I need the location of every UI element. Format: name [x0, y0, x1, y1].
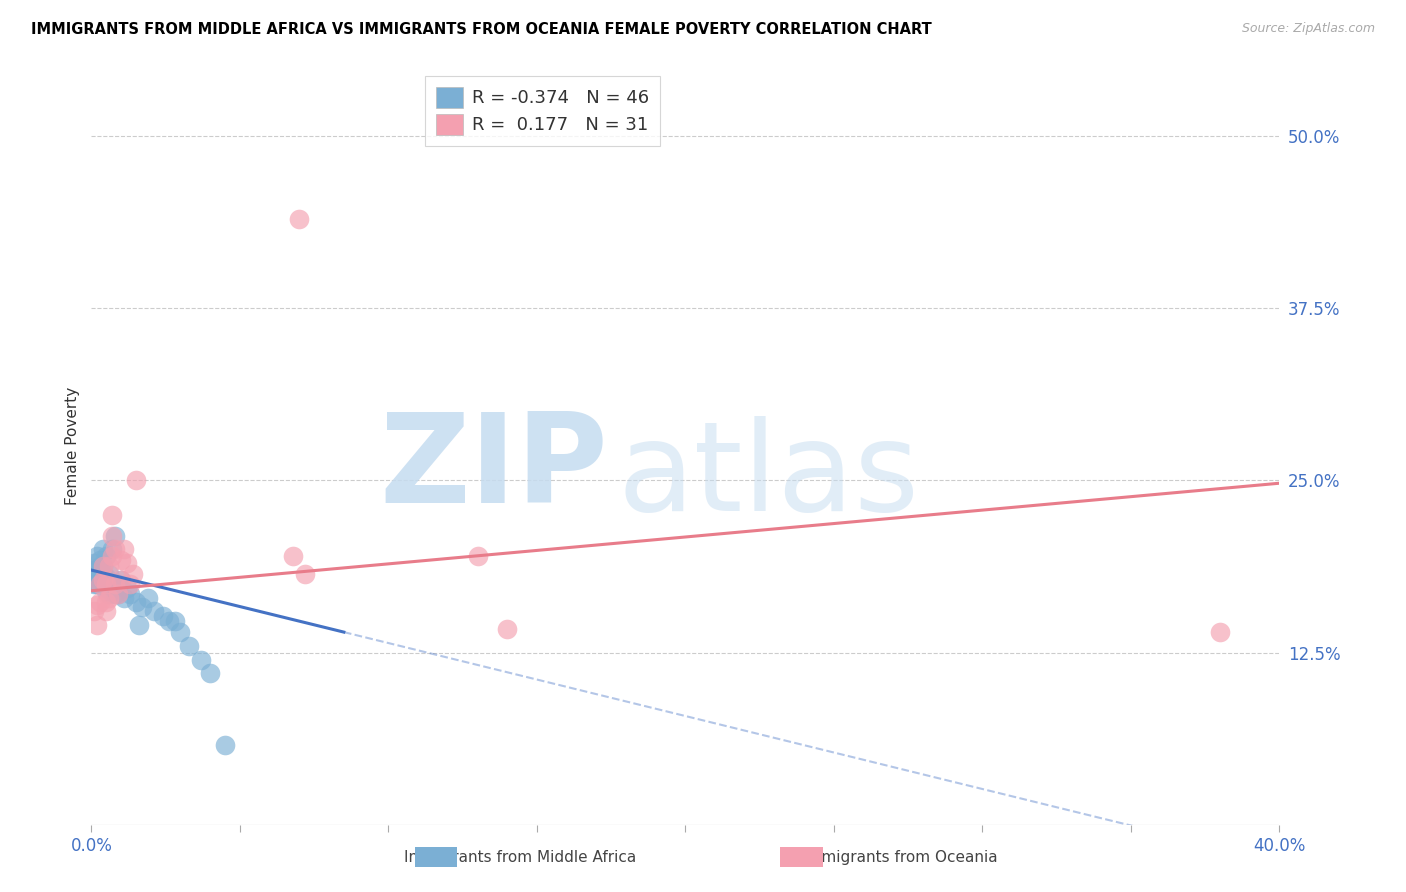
Point — [89, 577, 111, 591]
Point — [104, 542, 127, 557]
Point — [110, 553, 132, 567]
Point — [118, 586, 141, 600]
Point — [86, 573, 108, 587]
Point — [96, 604, 118, 618]
Point — [101, 542, 124, 557]
Text: Immigrants from Oceania: Immigrants from Oceania — [801, 850, 998, 864]
Point — [86, 618, 108, 632]
Point — [96, 583, 118, 598]
Point — [96, 570, 118, 584]
Point — [98, 577, 121, 591]
Text: IMMIGRANTS FROM MIDDLE AFRICA VS IMMIGRANTS FROM OCEANIA FEMALE POVERTY CORRELAT: IMMIGRANTS FROM MIDDLE AFRICA VS IMMIGRA… — [31, 22, 932, 37]
Point — [91, 573, 114, 587]
Point — [169, 625, 191, 640]
Point — [110, 573, 132, 587]
Point — [91, 558, 114, 573]
Point — [214, 738, 236, 752]
Point — [104, 577, 127, 591]
Point — [152, 608, 174, 623]
Point — [128, 618, 150, 632]
Point — [136, 591, 159, 605]
Point — [104, 586, 127, 600]
Y-axis label: Female Poverty: Female Poverty — [65, 387, 80, 505]
Point — [125, 474, 148, 488]
Point — [101, 577, 124, 591]
Point — [89, 553, 111, 567]
Point — [98, 558, 121, 573]
Point — [96, 549, 118, 564]
Text: ZIP: ZIP — [380, 409, 609, 529]
Point — [98, 591, 121, 605]
Point — [91, 567, 114, 582]
Point — [89, 570, 111, 584]
Point — [86, 567, 108, 582]
Point — [118, 577, 141, 591]
Point — [101, 508, 124, 522]
Point — [91, 558, 114, 573]
Point — [467, 549, 489, 564]
Point — [91, 577, 114, 591]
Point — [86, 577, 108, 591]
Point — [98, 586, 121, 600]
Point — [107, 577, 129, 591]
Point — [96, 595, 118, 609]
Point — [496, 623, 519, 637]
Point — [89, 558, 111, 573]
Point — [107, 586, 129, 600]
Point — [115, 556, 138, 570]
Point — [179, 639, 201, 653]
Point — [83, 563, 105, 577]
Point — [125, 595, 148, 609]
Point — [98, 567, 121, 582]
Point — [89, 595, 111, 609]
Point — [112, 591, 135, 605]
Point — [294, 567, 316, 582]
Text: Source: ZipAtlas.com: Source: ZipAtlas.com — [1241, 22, 1375, 36]
Point — [163, 614, 186, 628]
Point — [101, 549, 124, 564]
Legend: R = -0.374   N = 46, R =  0.177   N = 31: R = -0.374 N = 46, R = 0.177 N = 31 — [426, 76, 661, 145]
Point — [283, 549, 305, 564]
Point — [1209, 625, 1232, 640]
Point — [142, 604, 165, 618]
Point — [83, 556, 105, 570]
Point — [115, 581, 138, 595]
Point — [83, 604, 105, 618]
Point — [157, 614, 180, 628]
Point — [131, 600, 153, 615]
Point — [107, 586, 129, 600]
Point — [110, 573, 132, 587]
Point — [101, 528, 124, 542]
Point — [86, 598, 108, 612]
Point — [83, 577, 105, 591]
Point — [122, 567, 145, 582]
Point — [104, 577, 127, 591]
Text: Immigrants from Middle Africa: Immigrants from Middle Africa — [404, 850, 637, 864]
Point — [89, 577, 111, 591]
Point — [86, 549, 108, 564]
Point — [200, 666, 222, 681]
Point — [96, 577, 118, 591]
Point — [91, 542, 114, 557]
Point — [112, 542, 135, 557]
Point — [190, 653, 212, 667]
Point — [104, 528, 127, 542]
Point — [96, 577, 118, 591]
Text: atlas: atlas — [617, 416, 920, 537]
Point — [288, 211, 311, 226]
